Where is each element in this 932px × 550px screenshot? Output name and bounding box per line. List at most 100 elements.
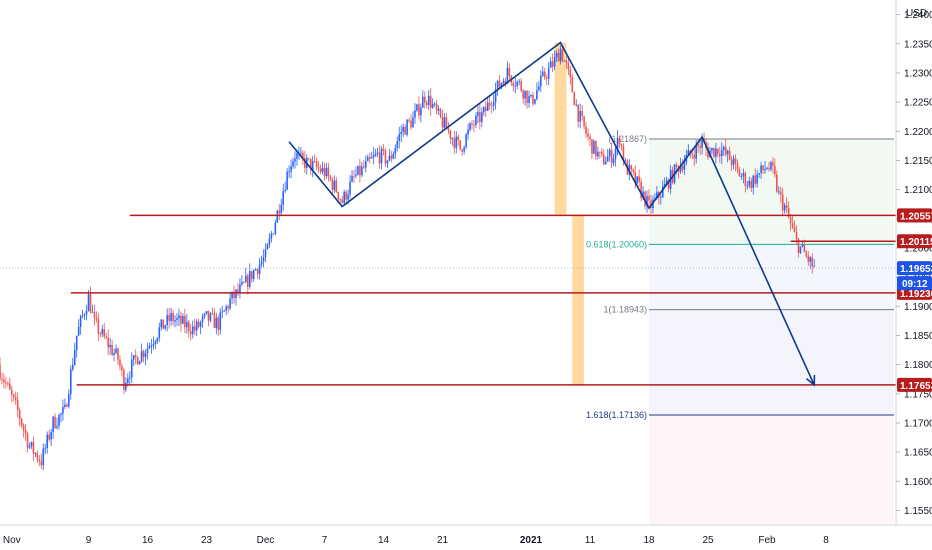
- level-price-tag: 1.19230: [900, 289, 932, 300]
- time-tick-label: 16: [142, 535, 154, 546]
- candle-body: [93, 311, 96, 318]
- candle-body: [722, 146, 725, 150]
- candle-body: [542, 71, 544, 76]
- candle-body: [231, 291, 233, 299]
- fib-zone-middle: [649, 244, 894, 310]
- time-axis[interactable]: Nov 9 16 23 Dec 7 14 21 2021 11 18 25 Feb 8: [3, 535, 829, 546]
- candle-body: [256, 269, 259, 274]
- candle-body: [370, 157, 373, 159]
- candle-body: [197, 321, 200, 327]
- candle-body: [195, 321, 198, 331]
- candle-body: [331, 179, 334, 190]
- candle-body: [209, 313, 212, 321]
- fib-level-label: 1(1.18943): [603, 305, 647, 315]
- pattern-arrow-head: [806, 374, 816, 387]
- time-tick-label: 7: [322, 535, 328, 546]
- candle-body: [587, 133, 589, 137]
- candle-body: [329, 176, 332, 180]
- candle-body: [648, 196, 650, 201]
- candle-body: [172, 313, 174, 322]
- pattern-zigzag-drawing: [288, 41, 816, 387]
- candle-body: [266, 244, 269, 250]
- candle-body: [526, 90, 528, 104]
- candle-body: [557, 52, 560, 62]
- candle-body: [803, 244, 806, 253]
- countdown-tag-bg: [897, 276, 932, 291]
- candle-body: [166, 314, 168, 326]
- candle-body: [121, 366, 123, 371]
- candle-body: [518, 81, 520, 83]
- candle-body: [136, 357, 139, 365]
- candle-body: [146, 348, 149, 354]
- candle-body: [473, 124, 475, 126]
- candle-body: [457, 136, 460, 141]
- candle-body: [799, 246, 802, 253]
- candle-body: [616, 137, 619, 149]
- candle-body: [3, 379, 5, 383]
- candle-body: [811, 257, 814, 267]
- time-tick-label: Feb: [758, 535, 776, 546]
- candle-body: [492, 102, 495, 106]
- candle-body: [219, 312, 222, 330]
- candle-body: [742, 173, 745, 177]
- candle-body: [262, 257, 265, 262]
- candle-body: [138, 361, 141, 365]
- candle-body: [632, 169, 635, 172]
- candle-body: [111, 344, 113, 355]
- candle-body: [565, 60, 568, 63]
- candle-body: [365, 161, 367, 168]
- candle-body: [247, 275, 249, 287]
- measure-box: [554, 42, 567, 215]
- candle-body: [715, 148, 717, 157]
- candle-body: [579, 110, 581, 122]
- candle-body: [272, 233, 275, 235]
- level-price-tag: 1.20557: [900, 211, 932, 222]
- candle-body: [551, 61, 554, 67]
- candle-body: [756, 174, 758, 184]
- candle-body: [494, 89, 497, 103]
- candle-body: [313, 161, 316, 162]
- candle-body: [319, 168, 322, 173]
- candle-body: [425, 102, 428, 105]
- measure-box: [572, 214, 585, 385]
- candle-body: [483, 107, 485, 113]
- candle-body: [418, 104, 420, 116]
- candle-body: [227, 306, 229, 309]
- candle-body: [571, 77, 574, 93]
- fib-level-label: (1.21867): [608, 134, 647, 144]
- candle-body: [406, 119, 408, 135]
- candle-body: [593, 140, 595, 154]
- candle-body: [327, 167, 330, 177]
- candle-body: [58, 414, 60, 426]
- candle-body: [591, 139, 593, 154]
- candle-body: [374, 153, 377, 156]
- candle-body: [772, 162, 774, 166]
- candle-body: [778, 191, 780, 193]
- candle-body: [304, 157, 306, 168]
- candle-body: [789, 217, 792, 224]
- candle-body: [719, 154, 721, 156]
- candle-body: [176, 318, 178, 320]
- candle-body: [439, 108, 442, 117]
- candle-body: [225, 306, 227, 311]
- candle-body: [254, 269, 257, 271]
- candle-body: [62, 406, 64, 414]
- candle-body: [378, 152, 381, 164]
- candle-body: [317, 167, 320, 169]
- candle-body: [774, 165, 776, 175]
- candle-body: [779, 191, 782, 195]
- candle-body: [30, 442, 33, 447]
- candle-body: [583, 116, 585, 127]
- candle-body: [129, 377, 131, 379]
- candle-body: [646, 196, 648, 207]
- candle-body: [75, 335, 78, 351]
- candle-body: [201, 316, 204, 323]
- candle-body: [408, 119, 410, 121]
- candle-body: [573, 92, 576, 106]
- candle-body: [158, 327, 161, 338]
- candle-body: [504, 80, 507, 84]
- price-tick-label: 1.22000: [904, 127, 932, 138]
- candle-body: [665, 179, 668, 184]
- candle-body: [481, 112, 483, 122]
